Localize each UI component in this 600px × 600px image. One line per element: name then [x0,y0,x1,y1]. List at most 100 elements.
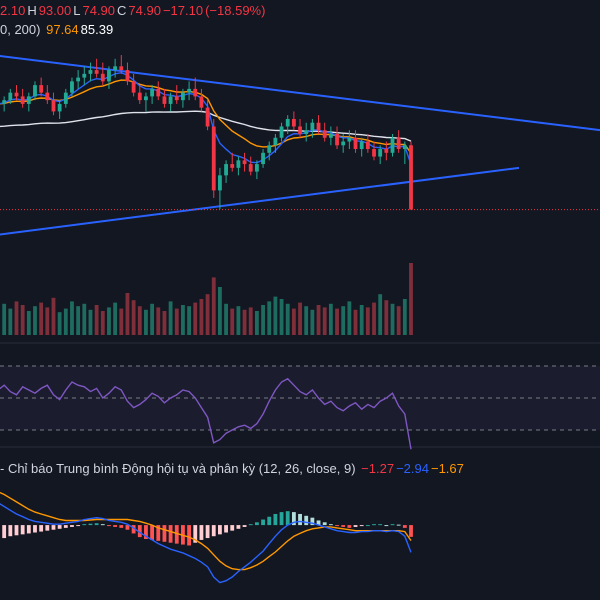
macd-hist-bar-63 [384,525,389,527]
candle-body-4 [20,96,25,104]
macd-hist-bar-34 [205,525,210,539]
candle-body-19 [113,66,118,71]
candle-body-38 [230,164,235,168]
candle-body-64 [390,137,395,153]
volume-bar-27 [162,311,167,335]
macd-hist-bar-47 [285,511,290,526]
candle-body-47 [285,118,290,127]
candle-body-33 [199,96,204,108]
candle-body-30 [181,92,185,101]
macd-hist-bar-40 [242,525,247,527]
macd-hist-bar-28 [168,525,173,543]
candle-body-6 [33,85,37,97]
ohlc-value-5: C [117,3,127,18]
price-pane[interactable] [0,55,600,236]
ema-short-line [0,71,412,165]
volume-bar-29 [174,308,179,335]
macd-hist-bar-64 [390,524,395,526]
candle-body-27 [162,96,167,104]
rsi-pane[interactable] [0,365,600,450]
ma-values: 97.64 85.39 [46,22,115,37]
macd-pane[interactable] [0,491,413,584]
macd-hist-bar-16 [94,523,99,526]
candle-body-66 [402,145,407,150]
lower-trendline [0,166,520,236]
candle-body-51 [310,122,315,131]
candle-body-23 [137,92,142,101]
candle-body-55 [335,134,339,146]
candle-body-22 [131,81,136,93]
volume-bar-53 [322,307,327,335]
volume-bar-42 [254,311,259,335]
candle-body-67 [409,145,413,210]
volume-bar-13 [76,306,81,335]
volume-bar-14 [82,303,87,335]
volume-bar-17 [100,311,105,335]
volume-bar-54 [328,303,333,335]
volume-bar-35 [211,277,216,335]
macd-hist-bar-59 [359,525,364,527]
ma-params: 0, 200) [0,22,41,37]
volume-bar-11 [63,308,68,335]
volume-bar-66 [402,299,407,335]
volume-bar-56 [341,306,346,335]
volume-bar-18 [107,307,111,335]
macd-hist-bar-62 [378,524,383,526]
macd-hist-bar-58 [353,525,358,527]
volume-bar-59 [359,305,364,335]
volume-bar-43 [261,305,265,335]
volume-bar-30 [181,305,185,335]
macd-hist-bar-35 [211,525,216,537]
candle-body-56 [341,141,346,146]
candle-body-50 [304,130,309,134]
macd-hist-bar-49 [298,513,302,526]
macd-signal-line [0,491,412,571]
volume-bar-58 [353,309,358,335]
macd-hist-bar-57 [347,525,352,528]
volume-bar-64 [390,303,395,335]
candle-body-43 [261,152,265,165]
volume-bar-26 [156,307,161,335]
macd-line [0,503,412,584]
volume-pane [2,263,413,335]
candle-body-3 [14,92,19,97]
moving-average-legend: 0, 200) 97.64 85.39 [0,22,117,37]
macd-hist-bar-52 [316,520,321,526]
volume-bar-15 [88,309,93,335]
macd-hist-bar-11 [63,525,68,528]
volume-bar-28 [168,301,173,335]
candle-body-2 [8,92,13,101]
macd-hist-bar-42 [254,522,259,526]
volume-bar-1 [2,303,7,335]
candle-body-28 [168,96,173,104]
candle-body-13 [76,77,81,82]
candle-body-48 [291,118,296,127]
macd-hist-bar-19 [113,525,118,527]
macd-hist-bar-18 [107,525,111,527]
ohlc-legend: 2.10 H 93.00 L 74.90 C 74.90 −17.10 (−18.59%) [0,3,267,18]
volume-bar-55 [335,308,339,335]
ma-value-1: 85.39 [80,22,114,37]
macd-hist-bar-56 [341,525,346,527]
volume-bar-63 [384,300,389,335]
macd-hist-bar-65 [396,524,401,526]
volume-bar-9 [51,297,56,335]
volume-bar-47 [285,303,290,335]
candle-body-49 [298,126,302,134]
candle-body-42 [254,164,259,172]
volume-bar-62 [378,294,383,335]
volume-bar-36 [217,287,222,335]
ohlc-value-7: −17.10 [162,3,204,18]
volume-bar-37 [224,303,228,335]
macd-hist-bar-8 [45,525,50,531]
ohlc-value-6: 74.90 [128,3,161,18]
macd-hist-bar-17 [100,524,105,526]
volume-bar-16 [94,305,99,335]
volume-bar-31 [187,306,192,335]
candle-body-24 [144,96,148,101]
macd-value-2: −1.67 [430,461,464,476]
volume-bar-45 [273,296,278,335]
macd-hist-bar-5 [26,525,31,534]
macd-hist-bar-27 [162,525,167,542]
